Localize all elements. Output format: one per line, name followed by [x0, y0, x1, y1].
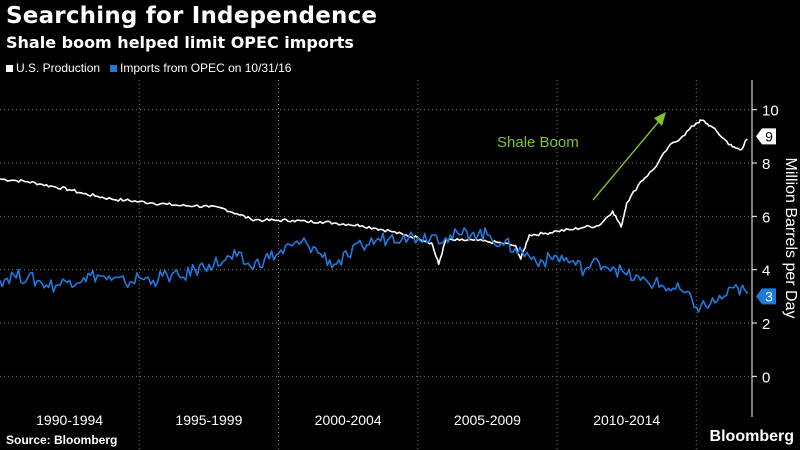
y-tick-label-0: 0	[762, 369, 770, 386]
x-tick-label-2: 2000-2004	[315, 412, 382, 428]
legend-label-production: U.S. Production	[16, 61, 101, 75]
legend-swatch-imports	[110, 64, 118, 72]
x-tick-label-4: 2010-2014	[593, 412, 660, 428]
y-tick-label-6: 6	[762, 209, 770, 226]
y-tick-label-2: 2	[762, 316, 770, 333]
legend-item-production: U.S. Production	[6, 61, 100, 75]
legend-item-imports: Imports from OPEC on 10/31/16	[110, 61, 291, 75]
end-badge-1	[756, 288, 776, 305]
chart-subtitle: Shale boom helped limit OPEC imports	[6, 33, 354, 52]
end-value-labels: 93	[756, 128, 776, 305]
legend-swatch-production	[6, 64, 13, 72]
y-axis: 0 2 4 6 8 10	[751, 80, 779, 417]
series-lines	[0, 119, 749, 313]
grid-lines	[0, 80, 752, 450]
y-tick-label-4: 4	[762, 263, 770, 280]
chart-title: Searching for Independence	[6, 3, 378, 29]
legend-label-imports: Imports from OPEC on 10/31/16	[120, 61, 292, 75]
annotations: Shale Boom	[497, 112, 666, 201]
annotation-arrow-head	[654, 112, 666, 126]
y-axis-label: Million Barrels per Day	[782, 157, 799, 319]
x-tick-label-3: 2005-2009	[454, 412, 521, 428]
x-tick-label-0: 1990-1994	[36, 412, 103, 428]
x-axis: 1990-1994 1995-1999 2000-2004 2005-2009 2010…	[36, 412, 660, 428]
legend: U.S. Production Imports from OPEC on 10/…	[6, 61, 291, 75]
x-tick-label-1: 1995-1999	[175, 412, 242, 428]
y-tick-label-8: 8	[762, 156, 770, 173]
end-badge-0	[756, 128, 776, 145]
brand-logo: Bloomberg	[709, 428, 794, 445]
end-badge-label-1: 3	[765, 288, 773, 304]
source-note: Source: Bloomberg	[6, 433, 118, 447]
end-badge-label-0: 9	[765, 128, 773, 144]
series-line-0	[0, 119, 748, 266]
annotation-label: Shale Boom	[497, 134, 579, 151]
y-tick-label-10: 10	[762, 103, 779, 120]
series-line-1	[0, 227, 749, 313]
annotation-arrow-line	[592, 119, 661, 201]
